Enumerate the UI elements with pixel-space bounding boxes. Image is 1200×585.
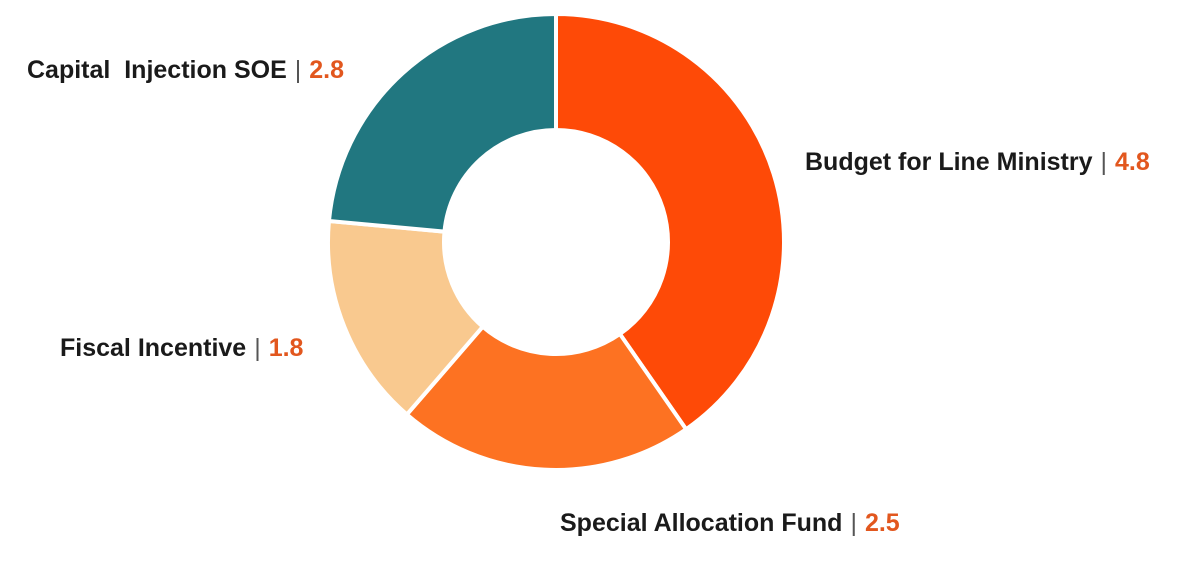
slice-budget-for-line-ministry	[554, 11, 786, 433]
label-name: Fiscal Incentive	[60, 334, 246, 362]
slice-special-allocation-fund	[404, 323, 689, 472]
label-value: 2.5	[865, 509, 900, 537]
slice-labels: Budget for Line Ministry | 4.8 Special All…	[27, 56, 1150, 537]
label-fiscal-incentive: Fiscal Incentive | 1.8	[60, 334, 304, 362]
label-separator: |	[254, 334, 261, 362]
label-name: Special Allocation Fund	[560, 509, 842, 537]
label-separator: |	[1101, 148, 1108, 176]
label-separator: |	[295, 56, 302, 84]
label-value: 1.8	[269, 334, 304, 362]
label-capital-injection-soe: Capital Injection SOE | 2.8	[27, 56, 344, 84]
label-separator: |	[850, 509, 857, 537]
label-budget-for-line-ministry: Budget for Line Ministry | 4.8	[805, 148, 1150, 176]
slice-fiscal-incentive	[326, 218, 486, 418]
label-value: 4.8	[1115, 148, 1150, 176]
label-special-allocation-fund: Special Allocation Fund | 2.5	[560, 509, 900, 537]
donut-slices	[326, 11, 786, 472]
label-name: Budget for Line Ministry	[805, 148, 1093, 176]
slice-capital-injection-soe	[326, 11, 558, 234]
label-value: 2.8	[309, 56, 344, 84]
label-name: Capital Injection SOE	[27, 56, 287, 84]
